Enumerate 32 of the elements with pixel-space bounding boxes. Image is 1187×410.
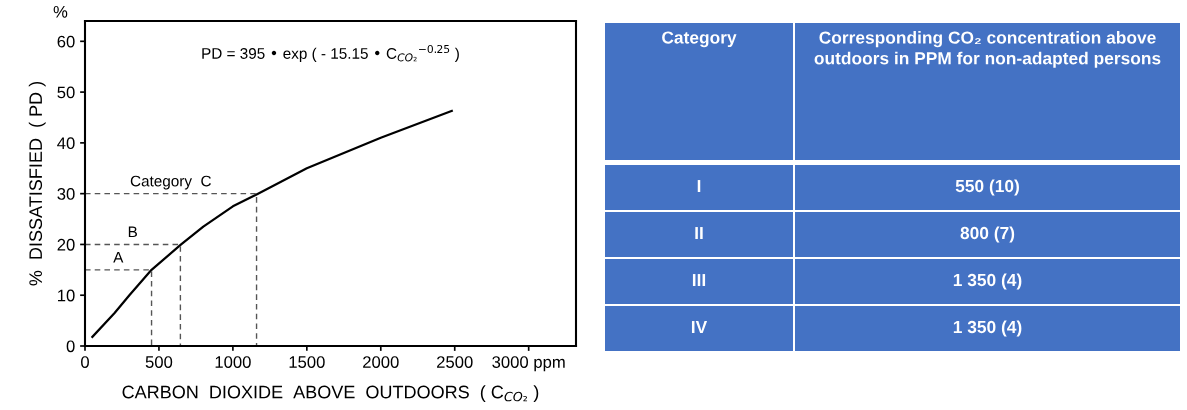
text: 800 (7) [960, 226, 1015, 243]
y-tick-label: 40 [57, 137, 75, 150]
text: Corresponding CO₂ concentration above outdoors in PPM for non-adapted persons [814, 31, 1161, 68]
text: IV [691, 321, 708, 333]
text: 1 350 (4) [953, 273, 1022, 290]
annotation: Category C [130, 175, 211, 190]
y-tick-label: 0 [66, 340, 75, 353]
text: 1 350 (4) [953, 320, 1022, 337]
y-tick-label: 20 [57, 238, 75, 251]
annotation: B [128, 226, 137, 238]
x-tick-label: 2000 [363, 356, 399, 368]
y-tick-label: 30 [57, 188, 75, 200]
y-tick-label: 10 [58, 289, 75, 302]
x-tick-label: 1000 [215, 356, 251, 368]
y-axis-title: % DISSATISFIED ( PD ) [28, 81, 46, 286]
x-tick-label: 3000 ppm [492, 356, 565, 372]
annotation: A [113, 251, 124, 263]
text: Category [662, 31, 737, 48]
x-tick-label: 0 [81, 356, 89, 368]
x-axis-title: CARBON DIOXIDE ABOVE OUTDOORS ( C$_{CO₂}$ ) [122, 385, 539, 402]
y-tick-label: 60 [57, 35, 75, 48]
line-series [91, 109, 453, 338]
x-tick-label: 1500 [289, 356, 325, 368]
text: III [692, 274, 706, 286]
text: II [695, 227, 703, 239]
text: 550 (10) [955, 179, 1019, 196]
text: I [697, 180, 701, 192]
x-tick-label: 2500 [437, 356, 473, 368]
text: % [53, 5, 68, 18]
annotation: PD = 395 • exp ( - 15.15 • C$_{CO₂}$$^{−0.25}$ ) [202, 44, 459, 62]
x-tick-label: 500 [145, 356, 173, 368]
y-tick-label: 50 [57, 86, 75, 99]
